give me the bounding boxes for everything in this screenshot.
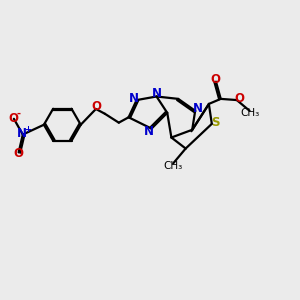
Text: S: S xyxy=(211,116,220,129)
Text: N: N xyxy=(144,125,154,138)
Text: O: O xyxy=(91,100,101,113)
Text: N: N xyxy=(17,128,27,140)
Text: O: O xyxy=(8,112,18,125)
Text: +: + xyxy=(24,125,31,134)
Text: -: - xyxy=(16,109,21,119)
Text: O: O xyxy=(13,147,23,160)
Text: CH₃: CH₃ xyxy=(240,108,259,118)
Text: O: O xyxy=(210,73,220,86)
Text: CH₃: CH₃ xyxy=(163,161,182,171)
Text: N: N xyxy=(193,103,203,116)
Text: N: N xyxy=(152,87,161,100)
Text: N: N xyxy=(129,92,139,105)
Text: O: O xyxy=(235,92,245,105)
